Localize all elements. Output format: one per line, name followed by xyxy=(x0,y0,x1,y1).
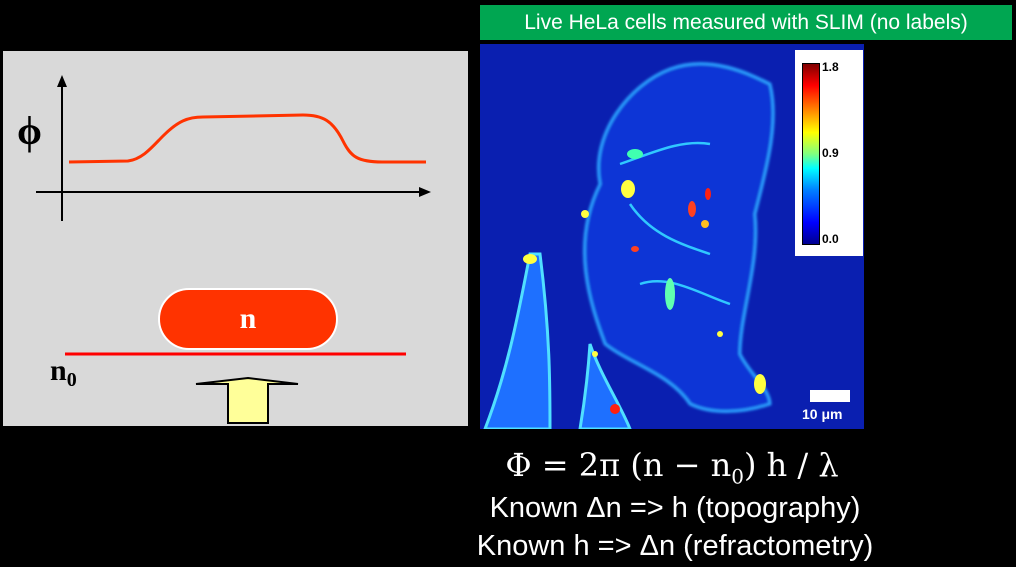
sample-index-label: n xyxy=(239,302,257,335)
scale-bar-label: 10 μm xyxy=(802,406,843,422)
illumination-arrow-icon xyxy=(195,376,299,424)
medium-index-label: n0 xyxy=(50,354,77,391)
phase-curve xyxy=(68,113,426,164)
bright-spots xyxy=(523,149,766,414)
schematic-panel: ϕ n n0 xyxy=(3,51,468,426)
x-axis-arrowhead xyxy=(419,187,431,197)
phase-plot xyxy=(36,75,431,424)
phi-label: ϕ xyxy=(17,108,42,153)
colorbar-min: 0.0 xyxy=(822,232,839,246)
slim-phase-image: 1.8 0.9 0.0 10 μm xyxy=(480,44,864,429)
note-refractometry: Known h => Δn (refractometry) xyxy=(476,530,874,562)
note-topography: Known Δn => h (topography) xyxy=(489,492,861,524)
title-banner: Live HeLa cells measured with SLIM (no l… xyxy=(480,5,1012,40)
colorbar-max: 1.8 xyxy=(822,60,839,74)
cell-image xyxy=(483,62,775,429)
colorbar-mid: 0.9 xyxy=(822,146,839,160)
cell-body xyxy=(582,62,775,413)
cell-structure xyxy=(619,141,731,306)
scale-bar xyxy=(810,390,850,402)
colorbar-gradient xyxy=(802,63,820,245)
cell-process-left xyxy=(483,252,552,429)
phase-equation: Φ = 2π (n − n0) h / λ xyxy=(505,446,839,489)
colorbar: 1.8 0.9 0.0 xyxy=(795,50,863,256)
sample-object: n xyxy=(158,288,338,350)
y-axis-arrowhead xyxy=(57,75,67,87)
